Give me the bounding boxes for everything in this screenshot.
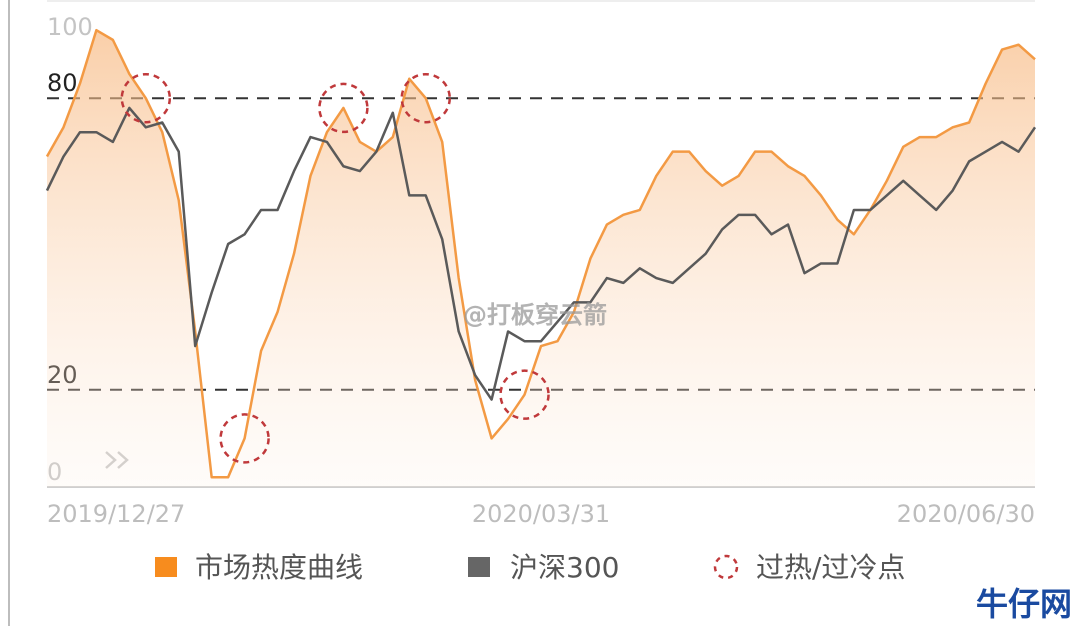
index-line — [45, 106, 1037, 401]
y-tick-label: 100 — [47, 13, 93, 41]
legend-label: 市场热度曲线 — [195, 551, 363, 584]
legend-symbol — [155, 557, 177, 577]
x-tick-label: 2020/06/30 — [897, 500, 1035, 528]
x-tick-label: 2020/03/31 — [472, 500, 610, 528]
area-fill — [47, 30, 1035, 487]
legend-label: 过热/过冷点 — [756, 551, 905, 584]
extreme-point — [400, 72, 451, 124]
x-tick-label: 2019/12/27 — [47, 500, 185, 528]
extreme-point — [318, 82, 369, 134]
legend-symbol — [713, 554, 739, 580]
logo: 牛仔网 — [976, 585, 1072, 623]
extreme-point — [499, 369, 550, 420]
legend-symbol — [468, 557, 490, 577]
watermark: @打板穿云箭 — [463, 301, 607, 329]
extreme-point — [219, 413, 270, 464]
legend-label: 沪深300 — [510, 551, 619, 584]
y-tick-label: 80 — [47, 69, 78, 97]
extreme-point — [120, 72, 172, 124]
